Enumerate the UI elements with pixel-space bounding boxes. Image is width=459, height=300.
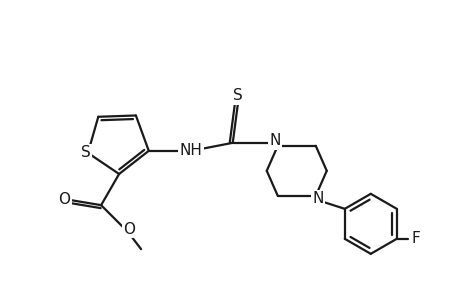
Text: S: S xyxy=(81,146,90,160)
Text: N: N xyxy=(269,133,280,148)
Text: F: F xyxy=(410,231,419,246)
Text: O: O xyxy=(123,222,135,237)
Text: O: O xyxy=(58,192,70,207)
Text: NH: NH xyxy=(179,143,202,158)
Text: N: N xyxy=(311,191,323,206)
Text: S: S xyxy=(232,88,242,103)
